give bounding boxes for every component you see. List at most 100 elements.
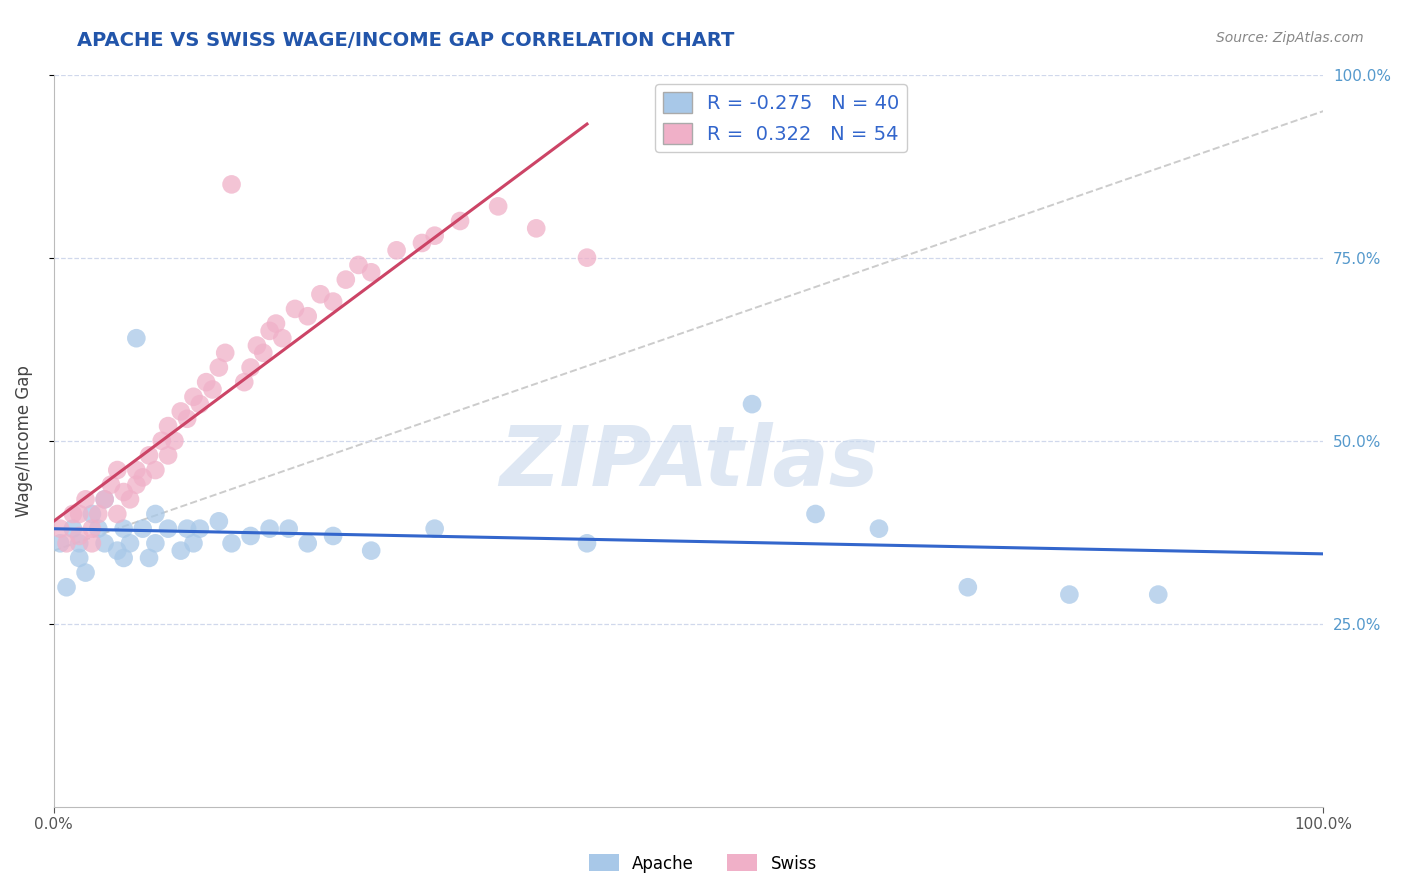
Point: [271, 331, 294, 345]
Point: [297, 536, 319, 550]
Point: [246, 338, 269, 352]
Point: [170, 404, 193, 418]
Point: [208, 514, 231, 528]
Point: [87, 522, 110, 536]
Point: [252, 346, 274, 360]
Point: [183, 536, 205, 550]
Point: [163, 434, 186, 448]
Point: [868, 522, 890, 536]
Point: [176, 522, 198, 536]
Point: [138, 550, 160, 565]
Point: [80, 522, 103, 536]
Point: [118, 536, 141, 550]
Point: [208, 360, 231, 375]
Point: [1147, 588, 1170, 602]
Point: [183, 390, 205, 404]
Point: [125, 477, 148, 491]
Point: [80, 507, 103, 521]
Point: [125, 331, 148, 345]
Point: [150, 434, 173, 448]
Point: [322, 529, 344, 543]
Point: [335, 272, 357, 286]
Point: [385, 244, 408, 258]
Point: [423, 522, 446, 536]
Point: [221, 536, 243, 550]
Point: [449, 214, 471, 228]
Point: [75, 492, 97, 507]
Point: [93, 492, 115, 507]
Point: [157, 419, 180, 434]
Point: [195, 375, 218, 389]
Point: [575, 536, 598, 550]
Point: [423, 228, 446, 243]
Point: [239, 529, 262, 543]
Point: [277, 522, 299, 536]
Point: [170, 543, 193, 558]
Legend: R = -0.275   N = 40, R =  0.322   N = 54: R = -0.275 N = 40, R = 0.322 N = 54: [655, 84, 907, 152]
Point: [1059, 588, 1081, 602]
Point: [145, 463, 167, 477]
Point: [360, 543, 382, 558]
Point: [100, 477, 122, 491]
Text: Source: ZipAtlas.com: Source: ZipAtlas.com: [1216, 31, 1364, 45]
Point: [284, 301, 307, 316]
Point: [55, 536, 77, 550]
Point: [67, 536, 90, 550]
Y-axis label: Wage/Income Gap: Wage/Income Gap: [15, 365, 32, 516]
Point: [75, 566, 97, 580]
Point: [804, 507, 827, 521]
Point: [214, 346, 236, 360]
Text: APACHE VS SWISS WAGE/INCOME GAP CORRELATION CHART: APACHE VS SWISS WAGE/INCOME GAP CORRELAT…: [77, 31, 735, 50]
Point: [118, 492, 141, 507]
Point: [80, 536, 103, 550]
Point: [157, 522, 180, 536]
Point: [112, 550, 135, 565]
Point: [131, 470, 153, 484]
Point: [486, 199, 509, 213]
Point: [259, 324, 281, 338]
Point: [411, 235, 433, 250]
Point: [67, 529, 90, 543]
Point: [239, 360, 262, 375]
Point: [201, 383, 224, 397]
Point: [105, 507, 128, 521]
Point: [956, 580, 979, 594]
Point: [221, 178, 243, 192]
Point: [112, 485, 135, 500]
Point: [347, 258, 370, 272]
Legend: Apache, Swiss: Apache, Swiss: [582, 847, 824, 880]
Point: [67, 507, 90, 521]
Text: ZIPAtlas: ZIPAtlas: [499, 422, 879, 503]
Point: [145, 507, 167, 521]
Point: [67, 550, 90, 565]
Point: [309, 287, 332, 301]
Point: [87, 507, 110, 521]
Point: [49, 522, 72, 536]
Point: [138, 449, 160, 463]
Point: [575, 251, 598, 265]
Point: [93, 492, 115, 507]
Point: [524, 221, 547, 235]
Point: [112, 522, 135, 536]
Point: [131, 522, 153, 536]
Point: [125, 463, 148, 477]
Point: [176, 411, 198, 425]
Point: [93, 536, 115, 550]
Point: [55, 580, 77, 594]
Point: [62, 522, 84, 536]
Point: [49, 536, 72, 550]
Point: [259, 522, 281, 536]
Point: [188, 522, 211, 536]
Point: [188, 397, 211, 411]
Point: [264, 317, 287, 331]
Point: [233, 375, 256, 389]
Point: [360, 265, 382, 279]
Point: [62, 507, 84, 521]
Point: [105, 543, 128, 558]
Point: [145, 536, 167, 550]
Point: [157, 449, 180, 463]
Point: [297, 310, 319, 324]
Point: [741, 397, 763, 411]
Point: [322, 294, 344, 309]
Point: [105, 463, 128, 477]
